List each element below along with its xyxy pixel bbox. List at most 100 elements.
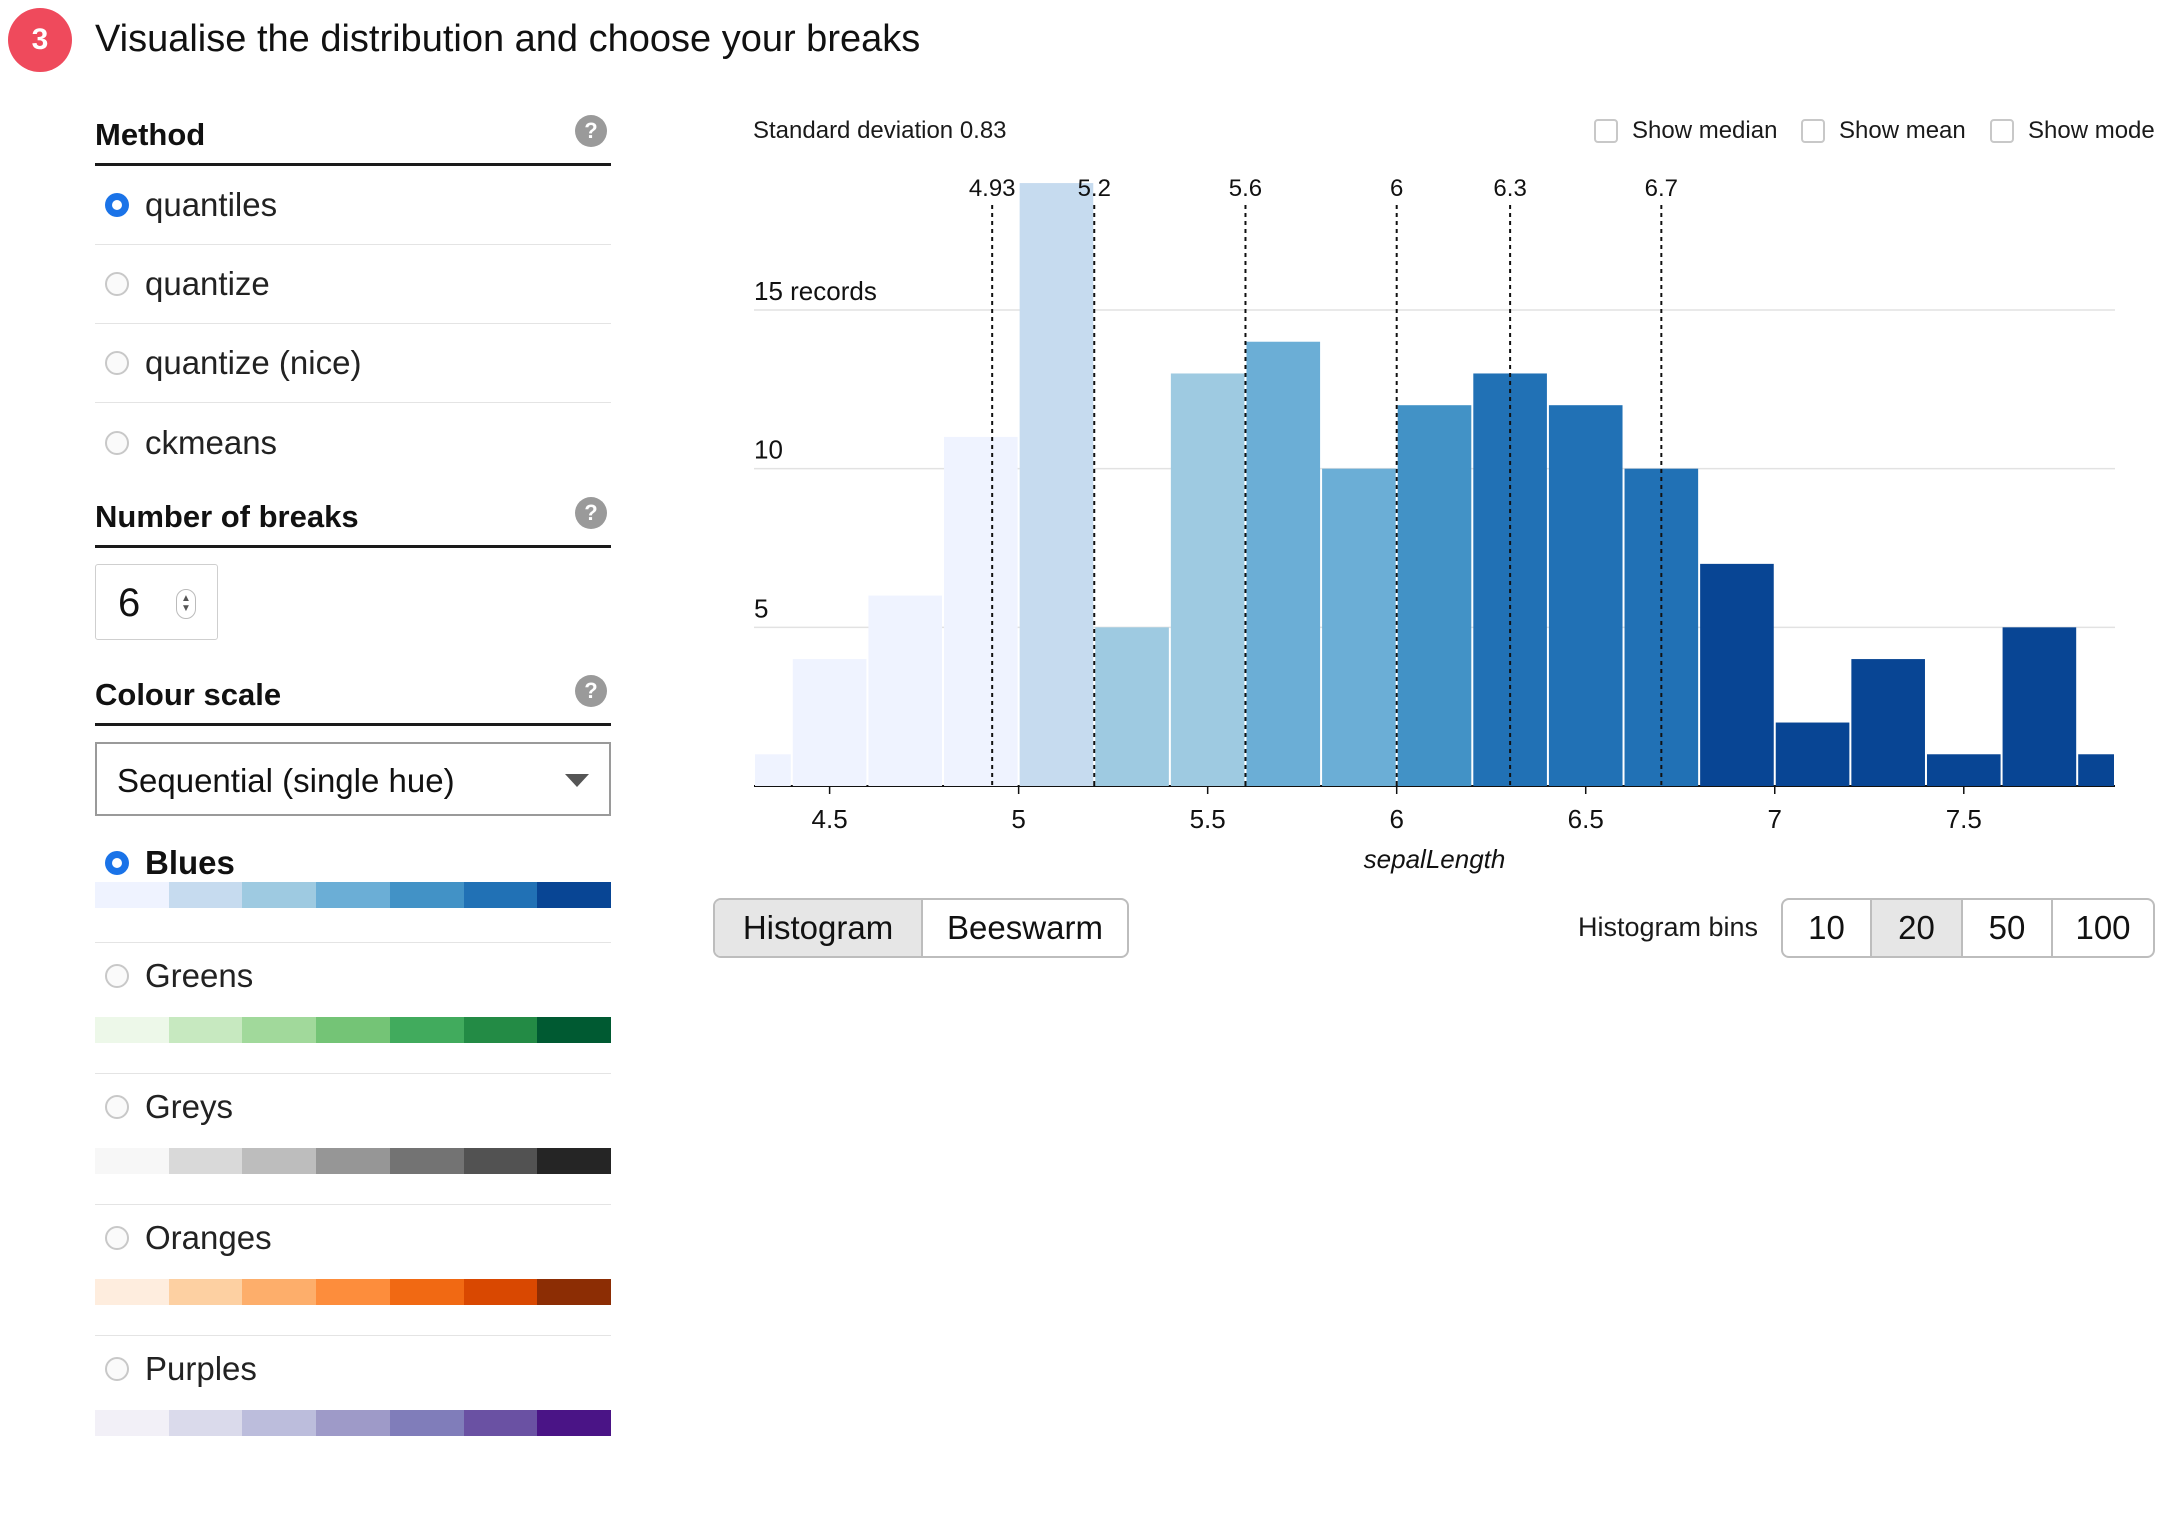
scheme-swatches[interactable] (95, 882, 612, 908)
radio-button[interactable] (105, 1095, 129, 1119)
radio-button-checked[interactable] (105, 193, 129, 217)
scheme-oranges[interactable]: Oranges (95, 1204, 612, 1335)
scheme-blues[interactable]: Blues (95, 844, 612, 942)
scheme-name: Purples (145, 1350, 257, 1387)
show-median-label: Show median (1632, 117, 1778, 144)
step-title: Visualise the distribution and choose yo… (95, 18, 921, 60)
histogram-button[interactable]: Histogram (715, 900, 921, 956)
swatch-5 (389, 1279, 464, 1305)
histogram-bar (1473, 373, 1547, 786)
histogram-bar (2078, 754, 2114, 786)
histogram-bar (1095, 627, 1169, 786)
chevron-down-icon (565, 774, 589, 787)
bins-20-button[interactable]: 20 (1870, 900, 1961, 956)
scheme-swatches[interactable] (95, 1410, 612, 1436)
swatch-6 (463, 1017, 538, 1043)
x-tick-label: 5 (1011, 804, 1025, 834)
swatch-5 (389, 1148, 464, 1174)
y-tick-label: 15 records (754, 276, 877, 306)
method-options: quantiles quantize quantize (nice) ckmea… (95, 166, 611, 482)
swatch-5 (389, 1410, 464, 1436)
method-option-ckmeans[interactable]: ckmeans (95, 403, 611, 482)
scheme-swatches[interactable] (95, 1148, 612, 1174)
radio-button[interactable] (105, 1226, 129, 1250)
radio-button[interactable] (105, 1357, 129, 1381)
histogram-bar (1322, 468, 1396, 786)
colour-scale-select[interactable]: Sequential (single hue) (95, 742, 611, 816)
swatch-3 (242, 882, 317, 908)
radio-button-checked[interactable] (105, 851, 129, 875)
swatch-4 (316, 882, 390, 908)
method-option-quantiles[interactable]: quantiles (95, 166, 611, 245)
bins-50-button[interactable]: 50 (1961, 900, 2051, 956)
swatch-2 (168, 1410, 243, 1436)
show-mean-toggle[interactable]: Show mean (1801, 117, 1966, 145)
y-tick-label: 5 (754, 593, 768, 623)
histogram-bar (792, 659, 867, 786)
bins-100-button[interactable]: 100 (2051, 900, 2153, 956)
scheme-greys[interactable]: Greys (95, 1073, 612, 1204)
swatch-6 (463, 1410, 538, 1436)
colour-section-header: Colour scale ? (95, 670, 611, 726)
swatch-4 (316, 1410, 390, 1436)
show-mean-checkbox[interactable] (1801, 119, 1825, 143)
break-label: 5.6 (1229, 175, 1262, 202)
radio-button[interactable] (105, 351, 129, 375)
radio-button[interactable] (105, 964, 129, 988)
radio-button[interactable] (105, 272, 129, 296)
break-label: 4.93 (969, 175, 1016, 202)
swatch-1 (95, 1279, 169, 1305)
swatch-7 (537, 1279, 612, 1305)
breaks-heading: Number of breaks (95, 499, 359, 534)
swatch-5 (389, 1017, 464, 1043)
colour-help-icon[interactable]: ? (575, 675, 607, 707)
swatch-7 (537, 1017, 612, 1043)
swatch-4 (316, 1148, 390, 1174)
histogram-bar (944, 436, 1018, 786)
breaks-stepper-icon[interactable]: ▲ ▼ (176, 589, 196, 619)
method-option-quantize-nice[interactable]: quantize (nice) (95, 324, 611, 403)
show-mode-label: Show mode (2028, 117, 2155, 144)
histogram-bar (2002, 627, 2077, 786)
show-median-checkbox[interactable] (1594, 119, 1618, 143)
histogram-bar (755, 754, 791, 786)
scheme-greens[interactable]: Greens (95, 942, 612, 1073)
breaks-section-header: Number of breaks ? (95, 492, 611, 548)
show-median-toggle[interactable]: Show median (1594, 117, 1777, 145)
swatch-6 (463, 1148, 538, 1174)
histogram-bar (1170, 373, 1245, 786)
swatch-1 (95, 882, 169, 908)
breaks-help-icon[interactable]: ? (575, 497, 607, 529)
swatch-4 (316, 1279, 390, 1305)
method-option-label: quantiles (145, 186, 278, 223)
y-tick-label: 10 (754, 435, 783, 465)
x-tick-label: 6.5 (1568, 804, 1604, 834)
beeswarm-button[interactable]: Beeswarm (921, 900, 1127, 956)
show-mode-toggle[interactable]: Show mode (1990, 117, 2155, 145)
scheme-name: Greys (145, 1088, 234, 1125)
scheme-name: Blues (145, 844, 235, 881)
show-mode-checkbox[interactable] (1990, 119, 2014, 143)
histogram-bar (1700, 563, 1774, 786)
breaks-number-input[interactable]: 6 ▲ ▼ (95, 564, 218, 640)
scheme-swatches[interactable] (95, 1017, 612, 1043)
histogram-bar (868, 595, 943, 786)
method-section-header: Method ? (95, 110, 611, 166)
scheme-purples[interactable]: Purples (95, 1335, 612, 1466)
swatch-6 (463, 1279, 538, 1305)
method-help-icon[interactable]: ? (575, 115, 607, 147)
swatch-2 (168, 1017, 243, 1043)
scheme-swatches[interactable] (95, 1279, 612, 1305)
scheme-name: Greens (145, 957, 254, 994)
swatch-6 (463, 882, 538, 908)
swatch-3 (242, 1279, 317, 1305)
histogram-bar (1926, 754, 2001, 786)
swatch-7 (537, 1410, 612, 1436)
swatch-1 (95, 1148, 169, 1174)
bins-10-button[interactable]: 10 (1808, 909, 1845, 946)
scheme-name: Oranges (145, 1219, 272, 1256)
method-option-quantize[interactable]: quantize (95, 245, 611, 324)
method-option-label: quantize (nice) (145, 344, 362, 381)
radio-button[interactable] (105, 430, 129, 455)
histogram-bins-label: Histogram bins (1578, 912, 1759, 942)
